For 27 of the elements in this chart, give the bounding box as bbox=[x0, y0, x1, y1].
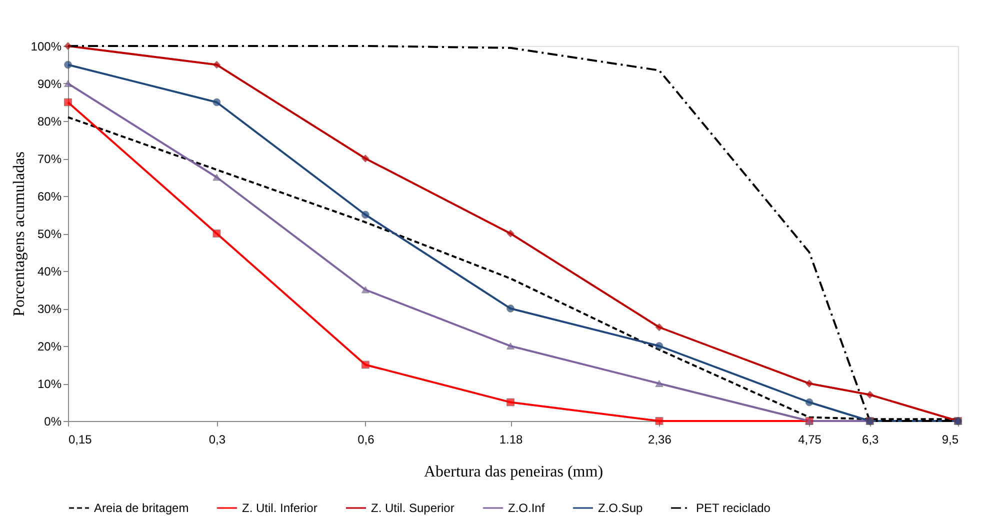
y-tick-label: 0% bbox=[44, 414, 62, 428]
y-tick-label: 90% bbox=[37, 77, 62, 91]
x-tick-label: 1.18 bbox=[499, 432, 524, 446]
y-tick-label: 100% bbox=[30, 40, 62, 54]
y-tick-label: 20% bbox=[37, 340, 62, 354]
y-tick-label: 10% bbox=[37, 377, 62, 391]
x-tick-label: 2,36 bbox=[648, 432, 672, 446]
legend-label: Z.O.Inf bbox=[508, 501, 546, 515]
x-tick-label: 0,3 bbox=[208, 432, 226, 446]
y-tick-label: 30% bbox=[37, 302, 62, 316]
x-tick-label: 6,3 bbox=[862, 432, 880, 446]
y-tick-label: 80% bbox=[37, 114, 62, 128]
y-tick-label: 50% bbox=[37, 227, 62, 241]
legend-label: PET reciclado bbox=[696, 501, 771, 515]
x-tick-label: 4,75 bbox=[798, 432, 822, 446]
y-tick-label: 70% bbox=[37, 152, 62, 166]
legend-label: Z. Util. Inferior bbox=[242, 501, 318, 515]
y-axis-title: Porcentagens acumuladas bbox=[10, 152, 28, 316]
legend-label: Areia de britagem bbox=[94, 501, 189, 515]
x-tick-label: 0,15 bbox=[68, 432, 92, 446]
x-tick-label: 9,5 bbox=[942, 432, 959, 446]
y-tick-label: 40% bbox=[37, 264, 62, 278]
x-tick-label: 0,6 bbox=[358, 432, 375, 446]
y-tick-label: 60% bbox=[37, 190, 62, 204]
legend-label: Z. Util. Superior bbox=[371, 501, 454, 515]
legend-label: Z.O.Sup bbox=[598, 501, 644, 515]
x-axis-title: Abertura das peneiras (mm) bbox=[424, 464, 604, 480]
